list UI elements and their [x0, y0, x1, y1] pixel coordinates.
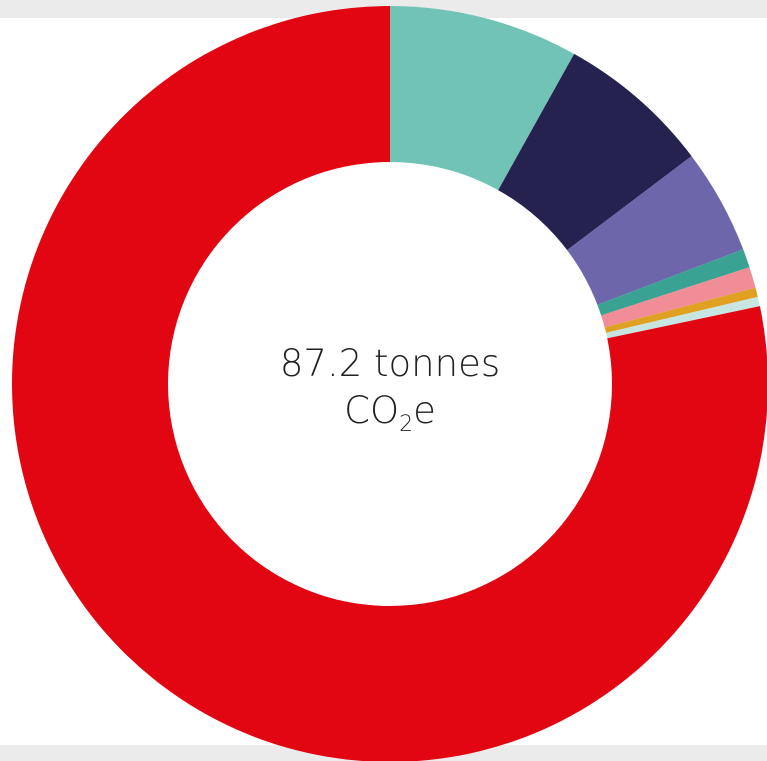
unit-e: e	[413, 389, 436, 432]
total-value-text: 87.2 tonnes	[279, 342, 501, 385]
unit-text: CO2e	[190, 387, 590, 437]
donut-hole	[168, 162, 612, 606]
unit-co: CO	[344, 389, 400, 432]
total-label: 87.2 tonnes CO2e	[190, 340, 590, 437]
unit-subscript: 2	[399, 412, 414, 437]
